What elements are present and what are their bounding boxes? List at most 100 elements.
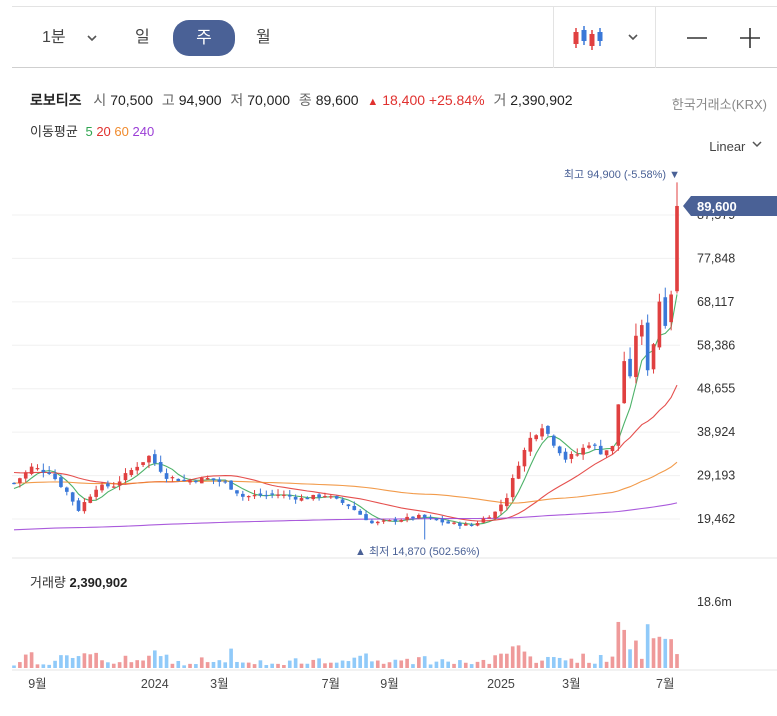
volume-bar: [452, 663, 456, 668]
volume-bar: [481, 659, 486, 668]
time-tick-label: 7월: [656, 677, 674, 691]
candle-body: [375, 521, 380, 524]
volume-bar: [534, 662, 539, 668]
candle-body: [487, 517, 492, 519]
chevron-down-icon[interactable]: [626, 25, 640, 55]
volume-bar: [493, 655, 497, 668]
volume-bar: [246, 662, 251, 668]
volume-bar: [12, 665, 16, 668]
candle-body: [252, 495, 257, 497]
volume-bar: [370, 661, 374, 668]
time-tick-label: 3월: [210, 677, 228, 691]
volume-bar: [182, 665, 186, 668]
candlestick-icon[interactable]: [572, 25, 604, 55]
volume-bar: [158, 656, 163, 668]
tab-month[interactable]: 월: [256, 29, 271, 46]
toolbar-divider: [553, 7, 554, 68]
candle-body: [446, 521, 450, 524]
volume-bar: [657, 636, 662, 668]
candle-body: [540, 428, 544, 437]
candle-body: [510, 478, 515, 498]
candle-body: [452, 522, 456, 524]
candle-body: [434, 518, 439, 521]
volume-bar: [469, 664, 474, 668]
volume-bar: [458, 660, 462, 668]
volume-bar: [147, 655, 151, 668]
candle-body: [657, 301, 662, 348]
moving-average-legend[interactable]: 이동평균 5 20 60 240: [30, 121, 154, 140]
candle-body: [47, 472, 52, 475]
volume-bar: [252, 664, 257, 668]
candle-body: [100, 484, 104, 491]
volume-bar: [358, 655, 362, 668]
volume-bar: [651, 638, 656, 668]
time-tick-label: 2024: [141, 677, 169, 691]
volume-bar: [522, 651, 527, 668]
candle-body: [522, 449, 527, 467]
volume-bar: [581, 653, 585, 668]
candle-body: [364, 514, 368, 521]
candle-body: [393, 519, 398, 522]
volume-bar: [593, 663, 597, 668]
volume-bar: [164, 654, 169, 668]
volume-bar: [428, 664, 433, 668]
volume-bar: [546, 656, 550, 668]
tab-week[interactable]: 주: [173, 20, 235, 56]
zoom-out-icon[interactable]: [685, 23, 709, 53]
candle-body: [481, 518, 486, 523]
volume-bar: [669, 639, 673, 668]
high-value: 94,900: [178, 92, 222, 108]
volume-bar: [170, 663, 175, 668]
volume-bar: [598, 655, 603, 668]
candle-body: [194, 480, 198, 483]
volume-bar: [111, 663, 116, 668]
volume-bar: [340, 660, 345, 668]
candle-body: [587, 445, 591, 448]
close-value: 89,600: [315, 92, 359, 108]
candle-body: [639, 325, 644, 337]
volume-bar: [211, 661, 216, 668]
volume-bar: [434, 661, 439, 668]
candle-body: [669, 294, 673, 323]
candle-body: [299, 498, 304, 501]
volume-bar: [199, 657, 204, 668]
volume-bar: [563, 660, 568, 668]
zoom-in-icon[interactable]: [738, 23, 762, 53]
candle-body: [651, 344, 656, 370]
volume-bar: [141, 660, 145, 668]
volume-bar: [123, 655, 128, 668]
candle-body: [235, 490, 239, 494]
candle-body: [12, 482, 16, 485]
candle-body: [82, 502, 87, 512]
volume-bar: [417, 657, 421, 668]
volume-bar: [258, 660, 263, 668]
candle-body: [417, 514, 421, 518]
tab-day[interactable]: 일: [135, 29, 150, 46]
candle-body: [387, 520, 392, 522]
volume-bar: [487, 663, 492, 668]
candle-body: [305, 497, 310, 500]
volume-bar: [645, 624, 650, 668]
chevron-down-icon[interactable]: [85, 24, 99, 54]
stock-name: 로보티즈: [30, 92, 82, 108]
volume-bar: [293, 658, 298, 668]
volume-bar: [106, 662, 110, 668]
candle-body: [358, 510, 362, 515]
volume-bar: [675, 654, 679, 668]
volume-bar: [299, 663, 304, 668]
volume-bar: [305, 663, 310, 668]
candle-body: [152, 454, 157, 464]
candle-body: [29, 466, 34, 474]
candle-body: [616, 404, 621, 446]
ma-60-label: 60: [114, 124, 129, 139]
candle-body: [264, 494, 269, 497]
volume-bar: [35, 664, 40, 668]
volume-bar: [64, 655, 69, 668]
period-select[interactable]: 1분: [42, 29, 66, 46]
volume-bar: [70, 657, 75, 668]
scale-select[interactable]: Linear: [709, 138, 765, 155]
change-percent: +25.84%: [428, 92, 485, 108]
candle-body: [604, 450, 609, 456]
volume-bar: [329, 662, 333, 668]
